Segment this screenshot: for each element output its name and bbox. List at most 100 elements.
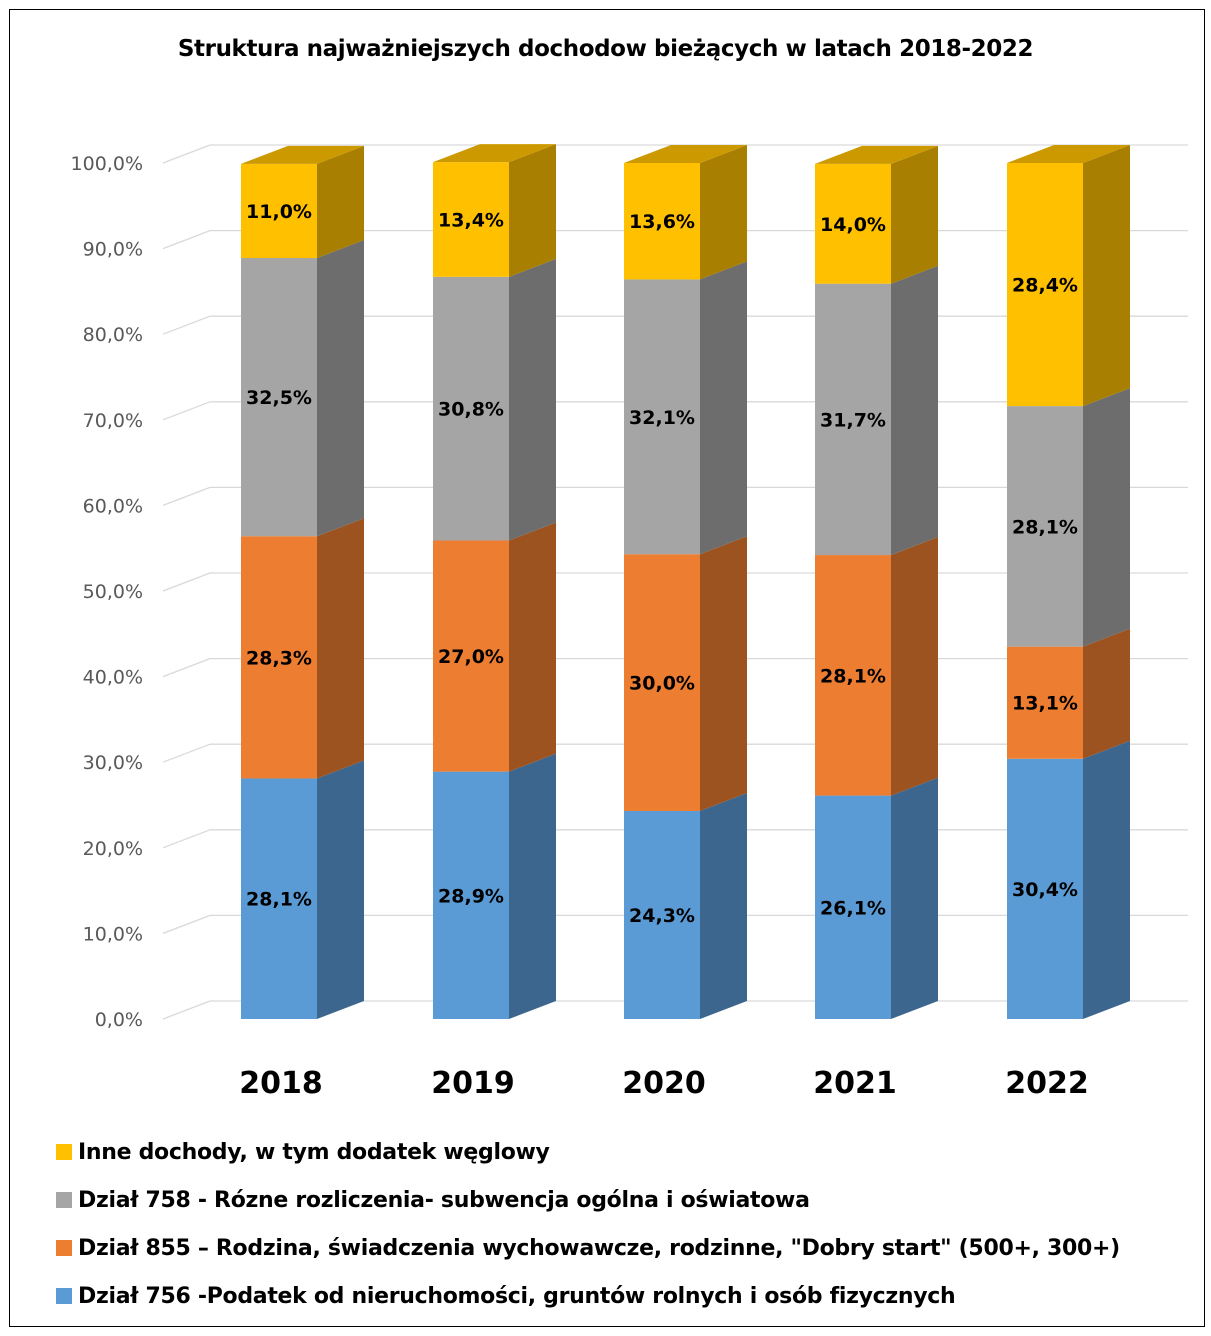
bar-2019-series-1-side bbox=[509, 522, 556, 772]
bar-2020-series-3 bbox=[624, 163, 700, 280]
bar-2022-series-0 bbox=[1007, 758, 1083, 1019]
gridline-depth bbox=[162, 657, 211, 678]
data-label: 32,1% bbox=[629, 407, 695, 429]
bar-2021-top bbox=[815, 145, 938, 164]
data-label: 28,1% bbox=[1012, 516, 1078, 538]
bar-2022-series-1-side bbox=[1083, 628, 1130, 759]
legend-swatch-icon bbox=[56, 1288, 72, 1304]
bar-2018-series-2-side bbox=[317, 240, 364, 537]
legend-swatch-icon bbox=[56, 1144, 72, 1160]
data-label: 30,4% bbox=[1012, 879, 1078, 901]
axis-labels: 0,0% 10,0% 20,0% 30,0% 40,0% 50,0% 60,0% 70,0% 8… bbox=[71, 153, 1089, 1101]
bar-2020-series-0-side bbox=[700, 792, 747, 1019]
gridline-depth bbox=[162, 401, 211, 421]
bar-2022-series-2 bbox=[1007, 406, 1083, 647]
legend-item-dzial-756: Dział 756 -Podatek od nieruchomości, gru… bbox=[56, 1284, 956, 1309]
data-label: 27,0% bbox=[438, 646, 504, 668]
bar-2021-series-1 bbox=[815, 555, 891, 796]
gridline-depth bbox=[162, 315, 211, 335]
gridline-depth bbox=[162, 144, 211, 164]
bar-2021-series-3 bbox=[815, 163, 891, 284]
bar-2022-series-1 bbox=[1007, 646, 1083, 759]
bar-2020-series-1 bbox=[624, 554, 700, 811]
data-label: 30,8% bbox=[438, 399, 504, 421]
data-label: 13,6% bbox=[629, 211, 695, 233]
bar-2022-series-2-side bbox=[1083, 388, 1130, 647]
bar-series bbox=[241, 144, 1130, 1019]
data-label: 14,0% bbox=[820, 214, 886, 236]
data-label: 26,1% bbox=[820, 897, 886, 919]
bar-2021-series-0-side bbox=[891, 777, 938, 1019]
data-label: 28,4% bbox=[1012, 275, 1078, 297]
bar-2022-series-3-side bbox=[1083, 145, 1130, 407]
legend-item-dzial-855: Dział 855 – Rodzina, świadczenia wychowa… bbox=[56, 1236, 1120, 1261]
bar-2020-series-0 bbox=[624, 810, 700, 1019]
gridline-depth bbox=[162, 486, 211, 507]
bar-2021-series-1-side bbox=[891, 537, 938, 796]
bar-2018-series-1-side bbox=[317, 518, 364, 779]
legend-label: Dział 855 – Rodzina, świadczenia wychowa… bbox=[78, 1236, 1120, 1261]
bar-2019-series-2-side bbox=[509, 258, 556, 541]
y-tick-label: 70,0% bbox=[83, 410, 143, 432]
chart-frame bbox=[9, 9, 1205, 1327]
bar-2018-series-0 bbox=[241, 778, 317, 1019]
data-label: 13,4% bbox=[438, 209, 504, 231]
x-tick-label: 2020 bbox=[622, 1066, 706, 1101]
data-label: 11,0% bbox=[246, 201, 312, 223]
gridline-depth bbox=[162, 572, 211, 592]
bar-2018-series-1 bbox=[241, 536, 317, 779]
gridline-depth bbox=[162, 743, 211, 763]
legend-item-inne: Inne dochody, w tym dodatek węglowy bbox=[56, 1140, 550, 1165]
bar-2020-series-2 bbox=[624, 279, 700, 555]
data-labels: 28,1% 28,3% 32,5% 11,0% 28,9% 27,0% 30,8% 13,4%… bbox=[246, 201, 1078, 927]
y-tick-label: 10,0% bbox=[83, 923, 143, 945]
bar-2022-series-3 bbox=[1007, 163, 1083, 407]
gridline-depth bbox=[162, 829, 211, 849]
chart-title: Struktura najważniejszych dochodow bieżą… bbox=[177, 36, 1034, 62]
data-label: 28,3% bbox=[246, 647, 312, 669]
legend-item-dzial-758: Dział 758 - Rózne rozliczenia- subwencja… bbox=[56, 1188, 810, 1213]
y-tick-label: 100,0% bbox=[71, 153, 143, 175]
bar-2019-series-2 bbox=[433, 276, 509, 541]
bar-2022-top bbox=[1007, 145, 1130, 163]
data-label: 31,7% bbox=[820, 409, 886, 431]
legend-swatch-icon bbox=[56, 1240, 72, 1256]
bar-2020-series-3-side bbox=[700, 145, 747, 280]
x-tick-label: 2019 bbox=[431, 1066, 515, 1101]
x-tick-label: 2021 bbox=[813, 1066, 897, 1101]
bar-2018-series-3-side bbox=[317, 145, 364, 259]
data-label: 32,5% bbox=[246, 387, 312, 409]
bar-2019-series-3 bbox=[433, 162, 509, 277]
bar-2020-top bbox=[624, 145, 747, 163]
bar-2019-series-1 bbox=[433, 540, 509, 772]
gridline-depth bbox=[162, 1000, 211, 1020]
legend-swatch-icon bbox=[56, 1192, 72, 1208]
gridline-depth bbox=[162, 229, 211, 250]
bar-2020-series-2-side bbox=[700, 261, 747, 555]
bar-2021-series-2-side bbox=[891, 265, 938, 556]
legend-label: Dział 758 - Rózne rozliczenia- subwencja… bbox=[78, 1188, 810, 1213]
data-label: 30,0% bbox=[629, 673, 695, 695]
data-label: 28,1% bbox=[246, 889, 312, 911]
bar-2021-series-2 bbox=[815, 283, 891, 556]
bar-2018-top bbox=[241, 145, 364, 164]
y-tick-label: 50,0% bbox=[83, 581, 143, 603]
bar-2018-series-0-side bbox=[317, 760, 364, 1019]
y-tick-label: 20,0% bbox=[83, 838, 143, 860]
y-tick-label: 80,0% bbox=[83, 324, 143, 346]
y-tick-label: 60,0% bbox=[83, 495, 143, 517]
data-label: 28,1% bbox=[820, 665, 886, 687]
y-tick-label: 0,0% bbox=[95, 1009, 143, 1031]
gridline-depth bbox=[162, 914, 211, 935]
bar-2020-series-1-side bbox=[700, 536, 747, 811]
bar-2021-series-3-side bbox=[891, 145, 938, 284]
bar-2021-series-0 bbox=[815, 795, 891, 1019]
y-tick-label: 30,0% bbox=[83, 752, 143, 774]
y-tick-label: 40,0% bbox=[83, 667, 143, 689]
data-label: 13,1% bbox=[1012, 693, 1078, 715]
y-tick-label: 90,0% bbox=[83, 239, 143, 261]
legend-label: Dział 756 -Podatek od nieruchomości, gru… bbox=[78, 1284, 956, 1309]
bar-2019-top bbox=[433, 144, 556, 163]
bar-2018-series-3 bbox=[241, 163, 317, 259]
